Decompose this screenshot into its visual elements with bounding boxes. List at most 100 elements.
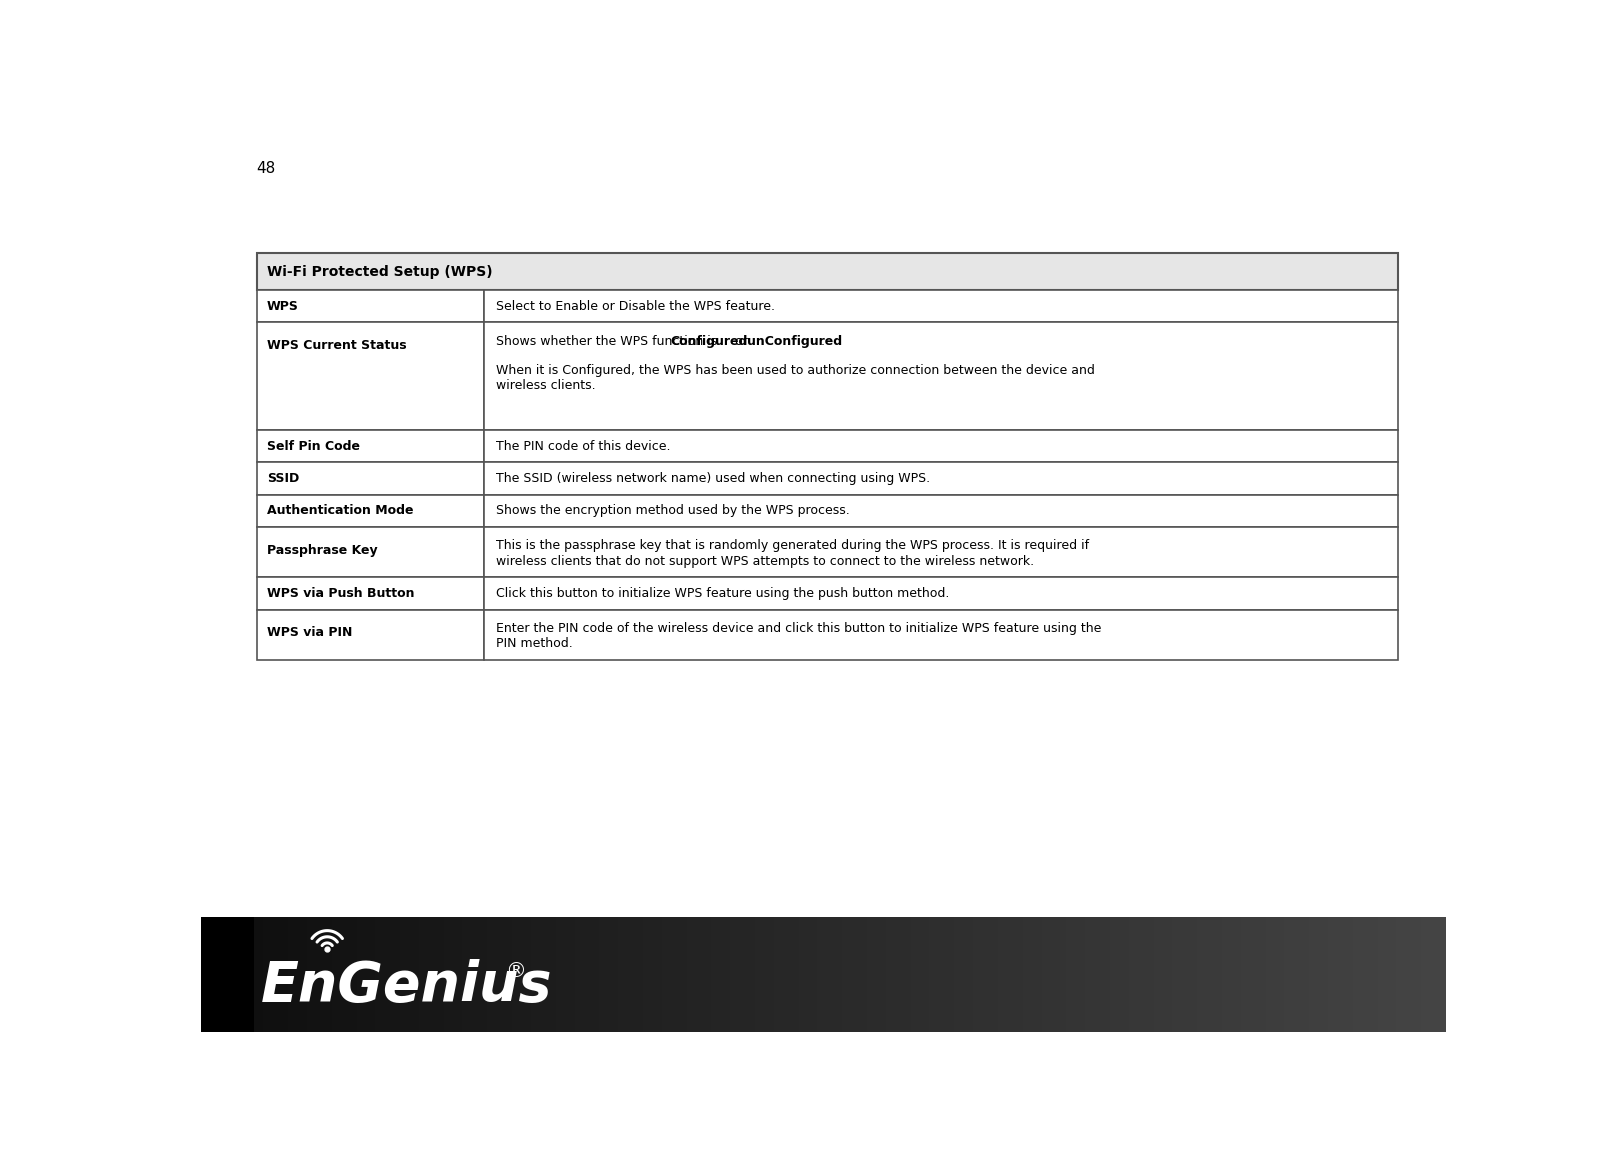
Bar [1266, 917, 1273, 1032]
Bar [755, 917, 762, 1032]
Bar [985, 917, 992, 1032]
Bar [313, 917, 320, 1032]
Bar [437, 917, 444, 1032]
Bar [424, 917, 431, 1032]
Bar [214, 917, 220, 1032]
Bar [643, 917, 649, 1032]
Text: When it is Configured, the WPS has been used to authorize connection between the: When it is Configured, the WPS has been … [497, 364, 1094, 377]
Bar [636, 917, 643, 1032]
Bar [823, 917, 829, 1032]
Bar [669, 917, 675, 1032]
Bar [630, 917, 636, 1032]
Bar [1191, 917, 1197, 1032]
Bar [662, 917, 669, 1032]
Bar [762, 917, 768, 1032]
Bar [1221, 917, 1228, 1032]
Bar [238, 917, 244, 1032]
Bar [1273, 917, 1278, 1032]
Bar [1041, 917, 1048, 1032]
Bar [1184, 917, 1191, 1032]
Bar [257, 917, 264, 1032]
Bar [1104, 917, 1110, 1032]
Bar [357, 917, 363, 1032]
Bar [587, 917, 593, 1032]
Bar [231, 917, 238, 1032]
Bar [1409, 917, 1416, 1032]
Bar [779, 917, 786, 1032]
Text: Enter the PIN code of the wireless device and click this button to initialize WP: Enter the PIN code of the wireless devic… [497, 622, 1101, 635]
Bar [281, 917, 288, 1032]
Bar [1303, 917, 1310, 1032]
Bar [469, 917, 476, 1032]
Bar [898, 917, 905, 1032]
Bar [972, 917, 979, 1032]
Bar [1347, 917, 1353, 1032]
Bar [1316, 917, 1321, 1032]
Bar [612, 917, 619, 1032]
Bar [407, 917, 413, 1032]
Text: or: or [731, 335, 752, 348]
Text: Shows whether the WPS function is: Shows whether the WPS function is [497, 335, 722, 348]
Bar [619, 917, 624, 1032]
Bar [1017, 917, 1022, 1032]
Bar [1384, 917, 1390, 1032]
Text: Select to Enable or Disable the WPS feature.: Select to Enable or Disable the WPS feat… [497, 300, 775, 313]
Bar [519, 917, 524, 1032]
Text: Passphrase Key: Passphrase Key [267, 544, 378, 557]
Bar [1290, 917, 1297, 1032]
Bar [718, 917, 723, 1032]
Bar [1091, 917, 1098, 1032]
Bar [264, 917, 270, 1032]
Bar [257, 527, 484, 577]
Bar [419, 917, 424, 1032]
Bar [1403, 917, 1409, 1032]
Bar [524, 917, 530, 1032]
Bar [693, 917, 699, 1032]
Bar [673, 917, 680, 1032]
Text: wireless clients that do not support WPS attempts to connect to the wireless net: wireless clients that do not support WPS… [497, 555, 1035, 568]
Bar [276, 917, 281, 1032]
Bar [922, 917, 929, 1032]
Bar [270, 917, 276, 1032]
Bar [799, 917, 805, 1032]
Bar [967, 917, 974, 1032]
Bar [768, 917, 775, 1032]
Bar [1360, 917, 1366, 1032]
Bar [337, 917, 344, 1032]
Bar [1078, 917, 1085, 1032]
Text: WPS: WPS [267, 300, 299, 313]
Text: Click this button to initialize WPS feature using the push button method.: Click this button to initialize WPS feat… [497, 586, 950, 600]
Bar [484, 430, 1398, 462]
Bar [879, 917, 885, 1032]
Bar [225, 917, 231, 1032]
Bar [569, 917, 575, 1032]
Text: EnGenius: EnGenius [262, 960, 553, 1013]
Bar [1072, 917, 1078, 1032]
Bar [1110, 917, 1117, 1032]
Bar [556, 917, 562, 1032]
Bar [257, 290, 484, 322]
Bar [1366, 917, 1371, 1032]
Bar [1421, 917, 1427, 1032]
Bar [480, 917, 487, 1032]
Bar [998, 917, 1004, 1032]
Bar [593, 917, 599, 1032]
Bar [257, 430, 484, 462]
Bar [1004, 917, 1011, 1032]
Bar [201, 917, 207, 1032]
Bar [394, 917, 400, 1032]
Bar [550, 917, 556, 1032]
Bar [1167, 917, 1172, 1032]
Bar [513, 917, 519, 1032]
Bar [818, 917, 823, 1032]
Bar [905, 917, 911, 1032]
Bar [599, 917, 606, 1032]
Bar [1154, 917, 1160, 1032]
Bar [1061, 917, 1067, 1032]
Bar [1048, 917, 1054, 1032]
Bar [705, 917, 712, 1032]
Bar [580, 917, 587, 1032]
Bar [484, 290, 1398, 322]
Bar [500, 917, 506, 1032]
Bar [1022, 917, 1028, 1032]
